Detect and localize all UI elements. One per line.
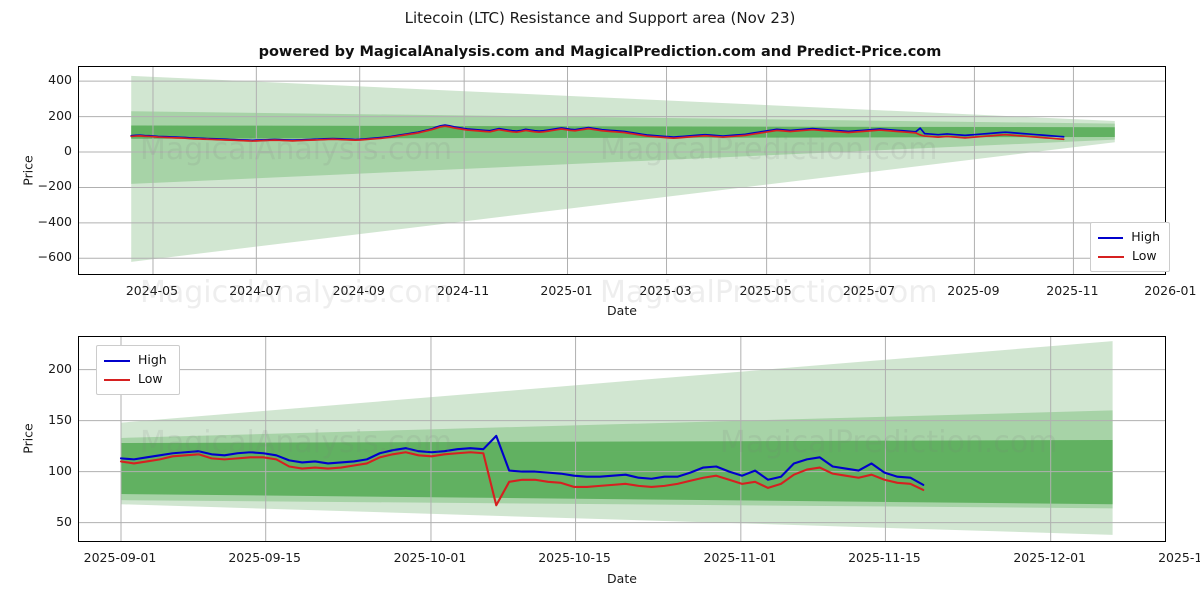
- legend-label-low: Low: [1132, 248, 1157, 264]
- y-tick-label: −200: [37, 178, 72, 194]
- legend-swatch-high: [104, 359, 130, 362]
- x-tick-label: 2025-01: [540, 283, 593, 298]
- y-tick-label: −400: [37, 213, 72, 229]
- long-term-plot-area: [78, 66, 1166, 275]
- legend-label-low: Low: [138, 371, 163, 387]
- y-tick-label: 0: [64, 143, 72, 159]
- long-term-chart-panel: [78, 66, 1166, 275]
- x-tick-label: 2026-01: [1144, 283, 1197, 298]
- x-tick-label: 2025-12-01: [1013, 550, 1087, 565]
- legend-entry-high[interactable]: High: [104, 351, 170, 370]
- y-tick-label: 150: [48, 411, 72, 427]
- legend-label-high: High: [138, 352, 167, 368]
- x-tick-label: 2025-10-01: [393, 550, 467, 565]
- x-tick-label: 2025-12-15: [1158, 550, 1200, 565]
- y-tick-label: 50: [56, 513, 72, 529]
- x-tick-label: 2025-11-15: [848, 550, 921, 565]
- page-subtitle: powered by MagicalAnalysis.com and Magic…: [258, 44, 942, 60]
- short-term-legend[interactable]: High Low: [96, 345, 180, 395]
- legend-swatch-low: [1098, 255, 1124, 258]
- x-tick-label: 2025-11: [1046, 283, 1099, 298]
- short-term-plot-svg: [79, 337, 1165, 541]
- short-term-plot-area: [78, 336, 1166, 542]
- legend-label-high: High: [1131, 229, 1160, 245]
- x-tick-label: 2025-09-01: [83, 550, 157, 565]
- x-tick-label: 2025-10-15: [538, 550, 611, 565]
- x-tick-label: 2025-03: [639, 283, 692, 298]
- y-tick-label: 200: [48, 107, 72, 123]
- long-term-x-axis-label: Date: [607, 303, 637, 318]
- legend-entry-low[interactable]: Low: [1098, 247, 1160, 266]
- short-term-chart-panel: [78, 336, 1166, 542]
- short-term-y-axis-label: Price: [20, 423, 36, 454]
- x-tick-label: 2025-05: [739, 283, 792, 298]
- long-term-y-axis-label: Price: [20, 155, 36, 186]
- y-tick-label: 100: [48, 462, 72, 478]
- x-tick-label: 2024-05: [125, 283, 179, 298]
- x-tick-label: 2025-11-01: [703, 550, 777, 565]
- y-tick-label: −600: [37, 249, 72, 265]
- page-title: Litecoin (LTC) Resistance and Support ar…: [404, 9, 796, 27]
- x-tick-label: 2025-09-15: [228, 550, 302, 565]
- x-tick-label: 2024-07: [229, 283, 282, 298]
- legend-entry-low[interactable]: Low: [104, 370, 170, 389]
- short-term-x-axis-label: Date: [607, 571, 637, 586]
- x-tick-label: 2025-09: [947, 283, 1000, 298]
- long-term-plot-svg: [79, 67, 1165, 274]
- legend-swatch-high: [1098, 236, 1124, 239]
- x-tick-label: 2024-11: [437, 283, 490, 298]
- legend-swatch-low: [104, 378, 130, 381]
- x-tick-label: 2024-09: [332, 283, 385, 298]
- legend-entry-high[interactable]: High: [1098, 228, 1160, 247]
- x-tick-label: 2025-07: [842, 283, 896, 298]
- y-tick-label: 400: [48, 72, 72, 88]
- long-term-legend[interactable]: High Low: [1090, 222, 1170, 272]
- y-tick-label: 200: [48, 360, 72, 376]
